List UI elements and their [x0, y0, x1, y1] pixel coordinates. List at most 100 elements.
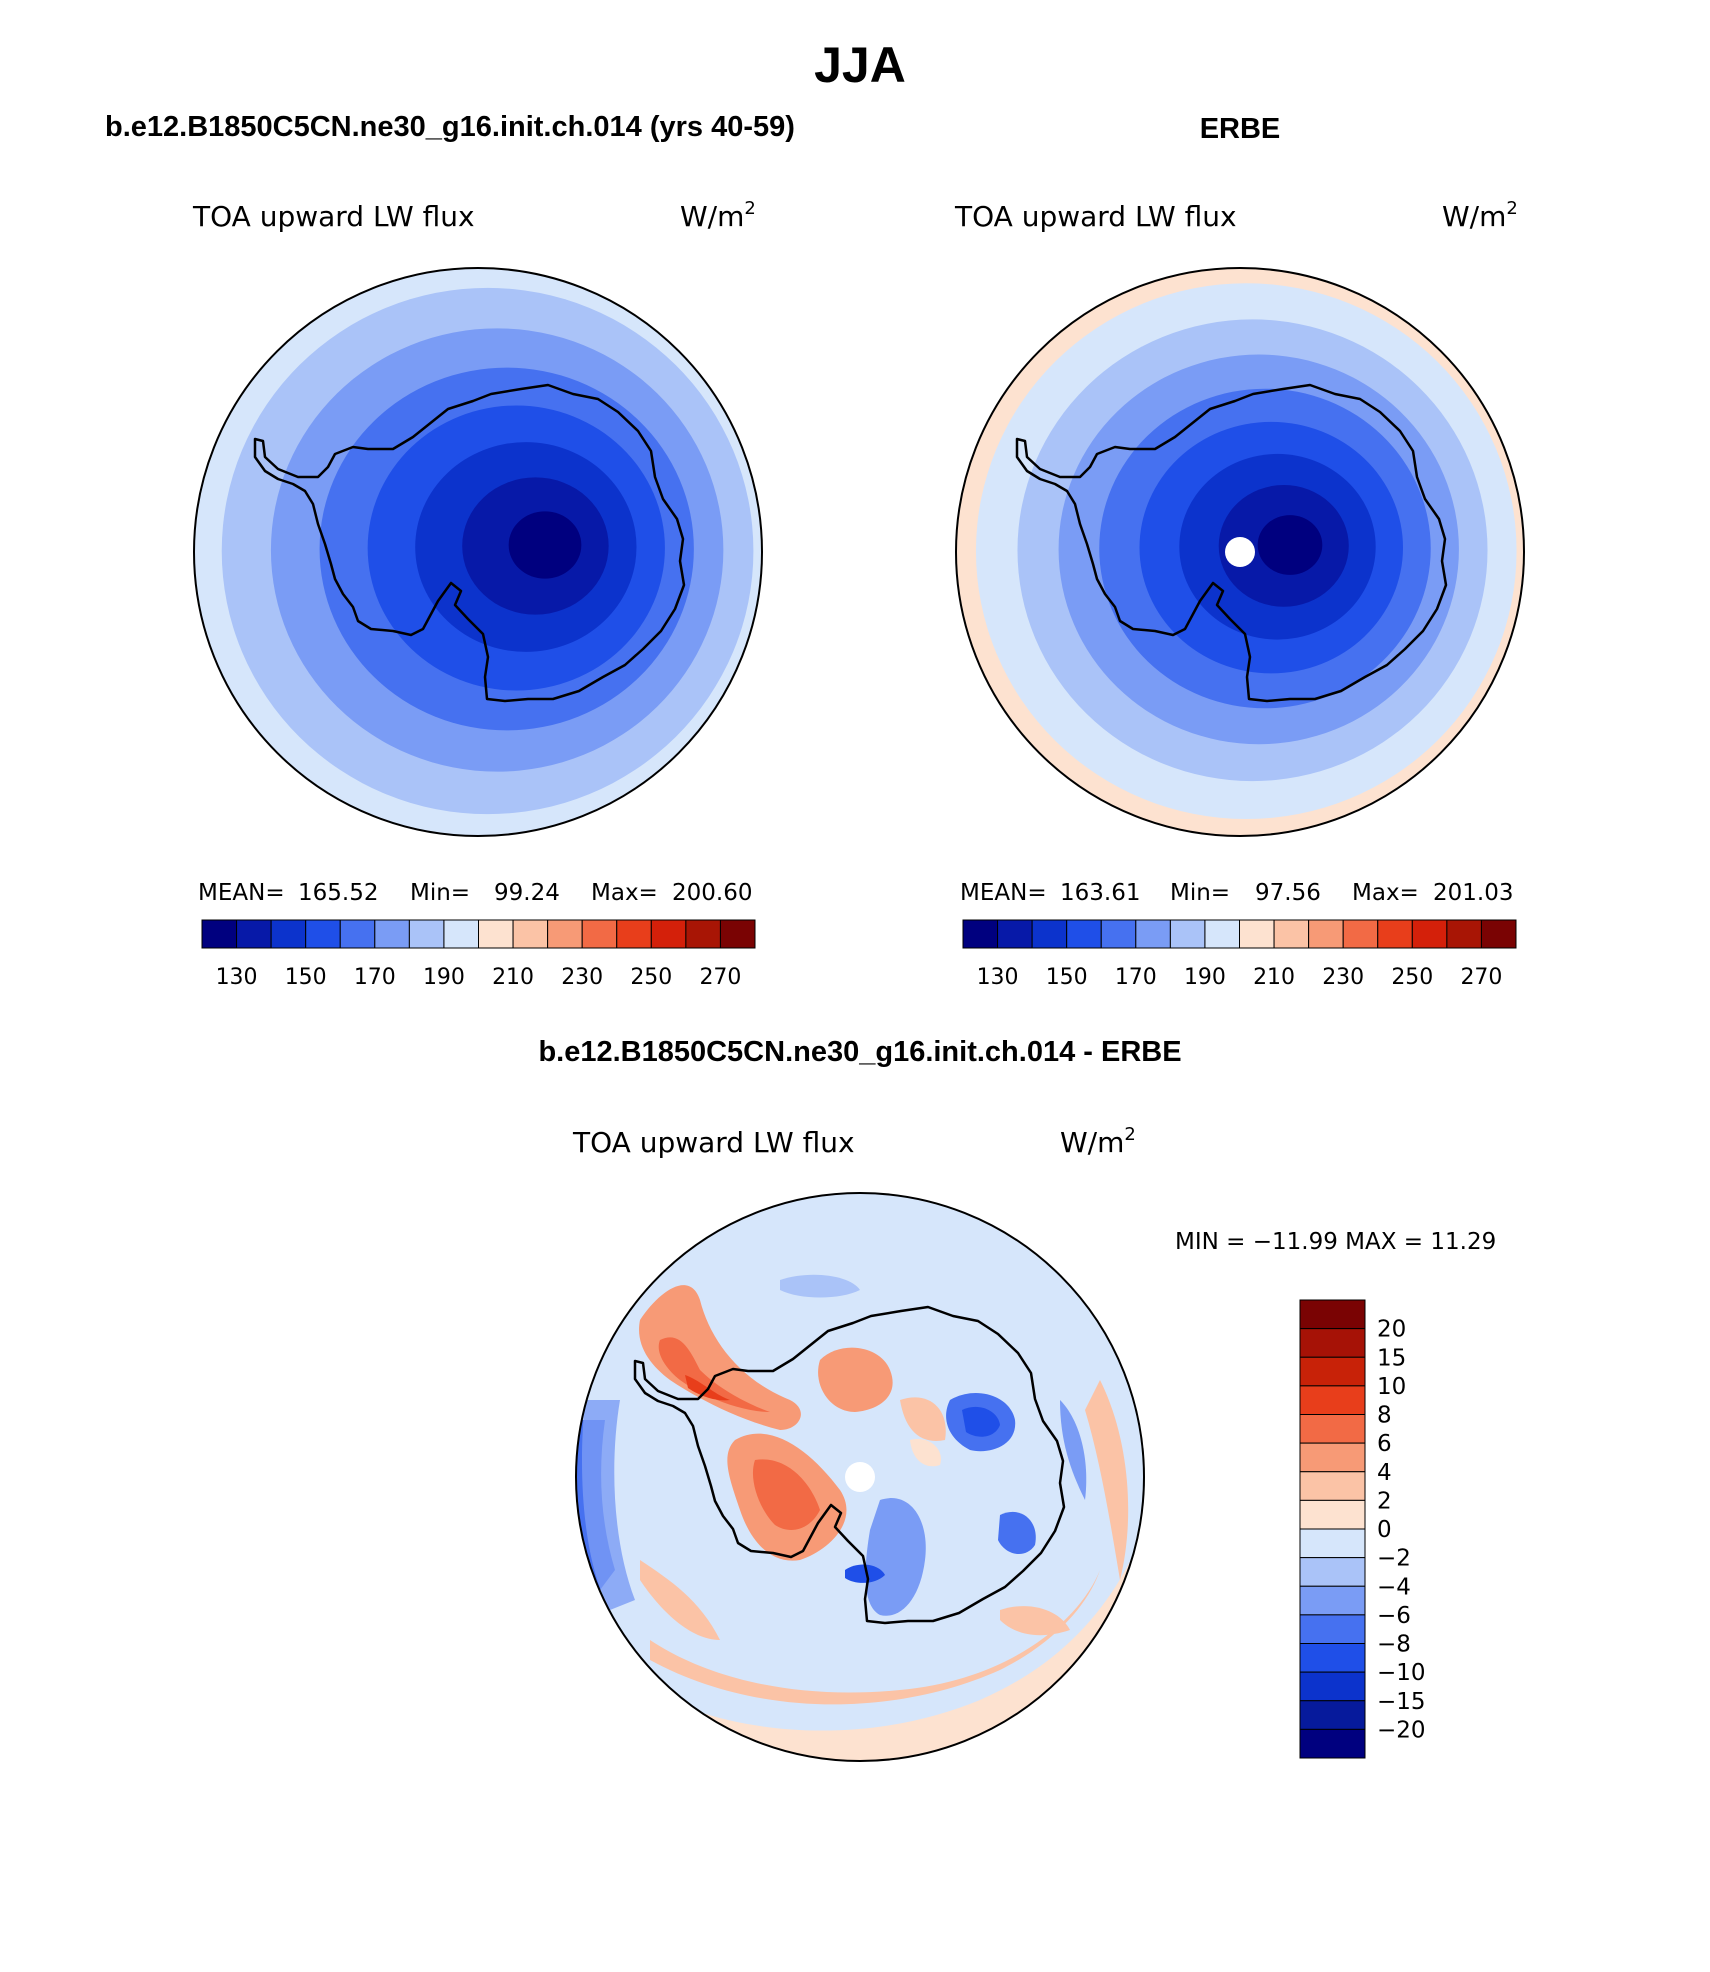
colorbar-tick-label: 190	[1184, 965, 1226, 990]
colorbar-box	[478, 919, 514, 949]
colorbar-tick-label: −8	[1377, 1632, 1411, 1658]
colorbar-tick-label: −2	[1377, 1546, 1411, 1572]
colorbar-tick-label: 4	[1377, 1460, 1392, 1486]
panel-model-min: 99.24	[494, 880, 560, 906]
panel-diff-units: W/m2	[1060, 1124, 1136, 1159]
colorbar-box	[1299, 1728, 1366, 1759]
colorbar-box	[1299, 1585, 1366, 1616]
colorbar-box	[1411, 919, 1448, 949]
panel-obs-title: ERBE	[1200, 113, 1281, 145]
colorbar-box	[1308, 919, 1344, 949]
colorbar-box	[616, 919, 652, 949]
colorbar-box	[1377, 919, 1413, 949]
colorbar-tick-label: 270	[1460, 965, 1502, 990]
panel-obs-colorbar: 130 150 170 190 210 230 250 270	[962, 919, 1517, 990]
colorbar-box	[650, 919, 687, 949]
panel-obs-max: 201.03	[1433, 880, 1513, 906]
colorbar-box	[962, 919, 999, 949]
panel-obs-units: W/m2	[1442, 198, 1518, 233]
colorbar-box	[719, 919, 756, 949]
colorbar-box	[1066, 919, 1102, 949]
colorbar-box	[270, 919, 307, 949]
colorbar-box	[1239, 919, 1275, 949]
colorbar-tick-label: 130	[977, 965, 1019, 990]
colorbar-box	[547, 919, 583, 949]
colorbar-tick-label: −20	[1377, 1717, 1426, 1743]
colorbar-box	[1299, 1614, 1366, 1644]
colorbar-box	[1100, 919, 1137, 949]
colorbar-tick-label: 150	[285, 965, 327, 990]
colorbar-box	[443, 919, 479, 949]
colorbar-box	[408, 919, 445, 949]
panel-diff-variable: TOA upward LW flux	[572, 1126, 855, 1159]
panel-model-max-label: Max=	[591, 880, 658, 906]
colorbar-tick-label: 270	[699, 965, 741, 990]
panel-obs-missing-pole	[1225, 537, 1255, 567]
colorbar-box	[685, 919, 721, 949]
colorbar-box	[1299, 1643, 1366, 1673]
colorbar-tick-label: 210	[1253, 965, 1295, 990]
panel-model-colorbar: 130 150 170 190 210 230 250 270	[201, 919, 756, 990]
panel-model-variable: TOA upward LW flux	[192, 200, 475, 233]
colorbar-tick-label: −6	[1377, 1603, 1411, 1629]
panel-diff-missing-pole	[845, 1462, 875, 1492]
colorbar-box	[201, 919, 238, 949]
colorbar-tick-label: 170	[354, 965, 396, 990]
field-band-120	[508, 511, 582, 579]
colorbar-box	[997, 919, 1033, 949]
colorbar-box	[1299, 1557, 1366, 1587]
colorbar-tick-label: 15	[1377, 1345, 1406, 1371]
colorbar-box	[1299, 1671, 1366, 1702]
colorbar-tick-label: −15	[1377, 1689, 1426, 1715]
colorbar-tick-label: 20	[1377, 1317, 1406, 1343]
colorbar-box	[1273, 919, 1310, 949]
colorbar-box	[339, 919, 376, 949]
colorbar-tick-label: 150	[1046, 965, 1088, 990]
panel-model-units: W/m2	[680, 198, 756, 233]
colorbar-box	[1480, 919, 1517, 949]
colorbar-tick-label: 250	[1391, 965, 1433, 990]
colorbar-tick-label: 8	[1377, 1403, 1392, 1429]
colorbar-tick-label: −10	[1377, 1660, 1426, 1686]
panel-model-min-label: Min=	[410, 880, 470, 906]
field-band-120	[1257, 515, 1323, 575]
colorbar-box	[1299, 1528, 1366, 1559]
colorbar-box	[1299, 1356, 1366, 1387]
colorbar-box	[1299, 1414, 1366, 1444]
panel-model-mean: 165.52	[298, 880, 378, 906]
colorbar-tick-label: 6	[1377, 1431, 1392, 1457]
colorbar-box	[1446, 919, 1482, 949]
panel-diff-title: b.e12.B1850C5CN.ne30_g16.init.ch.014 - E…	[538, 1036, 1181, 1068]
colorbar-box	[512, 919, 549, 949]
colorbar-box	[1169, 919, 1206, 949]
colorbar-box	[236, 919, 272, 949]
panel-obs-map	[956, 268, 1524, 836]
panel-obs: ERBE TOA upward LW flux W/m2 MEAN= 163.6…	[954, 113, 1525, 990]
colorbar-box	[1031, 919, 1068, 949]
colorbar-tick-label: 0	[1377, 1517, 1392, 1543]
colorbar-tick-label: 190	[423, 965, 465, 990]
colorbar-tick-label: 170	[1115, 965, 1157, 990]
panel-obs-min: 97.56	[1255, 880, 1321, 906]
colorbar-box	[305, 919, 341, 949]
panel-obs-mean: 163.61	[1060, 880, 1140, 906]
colorbar-tick-label: 210	[492, 965, 534, 990]
panel-model-mean-label: MEAN=	[198, 880, 285, 906]
panel-model-map	[194, 268, 762, 836]
panel-obs-min-label: Min=	[1170, 880, 1230, 906]
panel-model-max: 200.60	[672, 880, 752, 906]
colorbar-box	[581, 919, 618, 949]
colorbar-box	[1299, 1442, 1366, 1473]
colorbar-box	[1299, 1499, 1366, 1530]
colorbar-box	[1342, 919, 1379, 949]
panel-model: b.e12.B1850C5CN.ne30_g16.init.ch.014 (yr…	[105, 111, 795, 990]
colorbar-box	[1299, 1328, 1366, 1358]
colorbar-box	[1299, 1471, 1366, 1501]
colorbar-box	[1135, 919, 1171, 949]
figure-title: JJA	[814, 37, 906, 93]
colorbar-tick-label: 10	[1377, 1374, 1406, 1400]
colorbar-tick-label: 2	[1377, 1488, 1392, 1514]
panel-diff-map	[576, 1193, 1144, 1761]
